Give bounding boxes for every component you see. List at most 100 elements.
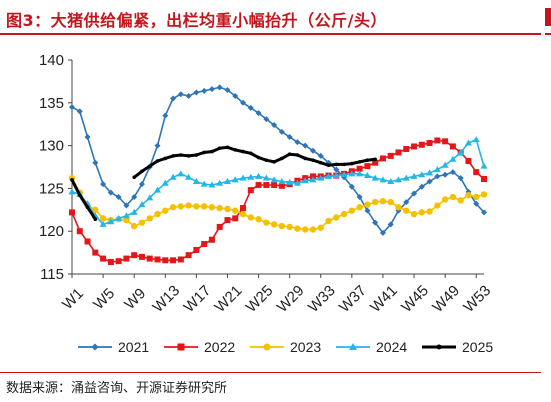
data-point-2021-w22 [232, 92, 239, 99]
data-point-2023-w21 [224, 205, 231, 213]
data-point-2024-w52 [464, 139, 472, 146]
data-point-2024-w46 [418, 171, 426, 178]
data-point-2021-w26 [263, 116, 270, 123]
data-point-2023-w24 [247, 214, 254, 221]
data-point-2024-w42 [387, 178, 395, 185]
data-point-2021-w33 [317, 152, 324, 159]
x-tick-label: W1 [59, 285, 87, 313]
data-point-2023-w46 [418, 209, 426, 216]
series-2025 [70, 145, 377, 222]
data-point-2022-w19 [208, 236, 215, 243]
data-point-2021-w24 [247, 104, 254, 111]
data-point-2021-w15 [177, 91, 184, 98]
source-note: 数据来源：涌益咨询、开源证券研究所 [6, 381, 228, 396]
data-point-2022-w12 [154, 256, 161, 263]
data-point-2021-w31 [302, 142, 309, 149]
data-point-2023-w18 [200, 203, 208, 210]
data-point-2025-w16 [186, 154, 191, 158]
data-point-2021-w9 [131, 193, 138, 200]
data-point-2022-w7 [115, 258, 122, 265]
y-tick-label: 130 [39, 138, 64, 155]
data-point-2022-w1 [69, 209, 75, 216]
data-point-2021-w2 [76, 108, 83, 115]
data-point-2023-w51 [457, 197, 464, 204]
data-point-2024-w34 [325, 172, 333, 179]
data-point-2023-w15 [177, 203, 185, 210]
data-point-2023-w28 [278, 222, 286, 230]
data-point-2021-w25 [255, 110, 262, 117]
legend-marker [263, 343, 271, 351]
data-point-2024-w39 [363, 172, 371, 179]
data-point-2025-w31 [303, 156, 308, 161]
data-point-2023-w32 [309, 226, 317, 233]
data-point-2021-w54 [481, 209, 487, 216]
data-point-2022-w48 [434, 137, 441, 144]
y-tick-label: 115 [40, 266, 64, 283]
data-point-2021-w20 [216, 84, 223, 91]
data-point-2024-w40 [371, 174, 379, 181]
data-point-2025-w3 [85, 205, 90, 210]
data-point-2022-w38 [356, 165, 363, 172]
series-layer [68, 84, 488, 266]
data-point-2022-w26 [263, 181, 270, 188]
data-point-2024-w45 [410, 172, 418, 179]
data-point-2023-w40 [371, 198, 379, 206]
data-point-2025-w9 [132, 175, 136, 180]
data-point-2023-w30 [294, 225, 301, 232]
data-point-2021-w47 [426, 178, 433, 185]
data-point-2022-w42 [387, 152, 394, 159]
data-point-2022-w53 [473, 169, 480, 176]
data-point-2025-w34 [326, 163, 331, 168]
data-point-2025-w11 [147, 164, 152, 168]
data-point-2022-w9 [131, 252, 138, 259]
data-point-2025-w19 [210, 149, 214, 154]
data-point-2024-w38 [356, 170, 364, 177]
data-point-2024-w19 [208, 181, 216, 188]
data-point-2021-w16 [185, 92, 192, 99]
data-point-2023-w42 [387, 198, 394, 206]
data-point-2021-w1 [69, 104, 75, 111]
x-tick-label: W37 [336, 282, 370, 316]
data-point-2024-w12 [154, 186, 162, 193]
series-line-2025 [70, 179, 97, 221]
data-point-2021-w30 [294, 139, 301, 146]
data-point-2022-w47 [426, 140, 433, 147]
legend-label: 2024 [376, 339, 407, 355]
data-point-2024-w9 [130, 208, 138, 215]
data-point-2022-w39 [364, 163, 371, 170]
legend-item-2024: 2024 [336, 339, 407, 355]
data-point-2024-w54 [480, 162, 488, 169]
data-point-2022-w13 [162, 257, 169, 264]
data-point-2023-w35 [333, 214, 340, 221]
source-rule [0, 372, 541, 373]
data-point-2022-w25 [255, 181, 262, 188]
data-point-2024-w6 [107, 218, 115, 225]
data-point-2023-w16 [185, 202, 192, 209]
data-point-2023-w22 [232, 207, 239, 214]
data-point-2021-w32 [309, 147, 316, 154]
data-point-2025-w10 [140, 169, 144, 174]
data-point-2022-w15 [177, 256, 184, 263]
data-point-2024-w44 [402, 174, 410, 181]
data-point-2023-w39 [364, 201, 371, 208]
data-point-2024-w17 [192, 178, 200, 185]
data-point-2023-w50 [449, 193, 457, 201]
data-point-2021-w6 [107, 189, 114, 196]
data-point-2025-w18 [202, 150, 206, 155]
data-point-2021-w3 [84, 134, 91, 141]
y-tick-label: 135 [39, 95, 64, 112]
data-point-2023-w45 [410, 210, 418, 218]
data-point-2025-w26 [264, 158, 269, 162]
series-2022 [69, 137, 487, 266]
data-point-2022-w46 [418, 141, 425, 148]
legend-marker [436, 344, 442, 350]
data-point-2023-w47 [426, 208, 433, 215]
data-point-2023-w13 [162, 207, 169, 214]
data-point-2021-w42 [387, 221, 394, 228]
legend-label: 2021 [118, 339, 149, 355]
data-point-2024-w48 [433, 166, 441, 173]
data-point-2024-w27 [270, 176, 278, 183]
data-point-2022-w11 [146, 255, 153, 262]
data-point-2024-w1 [68, 188, 76, 195]
data-point-2024-w32 [309, 176, 317, 183]
